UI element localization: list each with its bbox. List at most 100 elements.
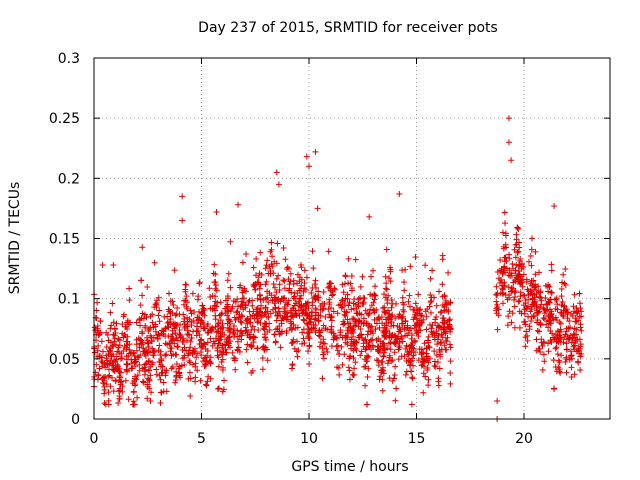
data-point [132, 363, 139, 370]
data-point [384, 300, 391, 307]
data-point [146, 377, 153, 384]
data-point [312, 148, 319, 155]
data-point [242, 302, 249, 309]
data-point [276, 286, 283, 293]
data-point [301, 317, 308, 324]
data-point [341, 351, 348, 358]
data-point [330, 291, 337, 298]
data-point [144, 283, 151, 290]
data-point [383, 286, 390, 293]
data-point [540, 351, 547, 358]
data-point [211, 261, 218, 268]
data-point [146, 367, 153, 374]
data-point [214, 345, 221, 352]
data-point [505, 313, 512, 320]
data-point [431, 358, 438, 365]
data-point [372, 326, 379, 333]
data-point [148, 389, 155, 396]
data-point [111, 332, 118, 339]
data-point [553, 317, 560, 324]
data-point [415, 291, 422, 298]
data-point [560, 339, 567, 346]
data-point [151, 259, 158, 266]
data-point [573, 305, 580, 312]
data-point [194, 296, 201, 303]
data-point [427, 275, 434, 282]
data-point [110, 342, 117, 349]
data-point [351, 365, 358, 372]
data-point [558, 352, 565, 359]
data-point [386, 354, 393, 361]
data-point [436, 365, 443, 372]
data-point [194, 367, 201, 374]
data-point [134, 372, 141, 379]
data-point [180, 311, 187, 318]
data-point [140, 315, 147, 322]
data-point [237, 303, 244, 310]
data-point [541, 310, 548, 317]
data-point [518, 260, 525, 267]
data-point [264, 294, 271, 301]
data-point [395, 346, 402, 353]
data-point [314, 205, 321, 212]
data-point [304, 330, 311, 337]
data-point [501, 209, 508, 216]
data-point [172, 329, 179, 336]
data-point [281, 285, 288, 292]
data-point [99, 363, 106, 370]
y-tick-label: 0.1 [58, 292, 80, 308]
data-point [418, 312, 425, 319]
y-tick-label: 0 [71, 412, 80, 428]
data-point [389, 300, 396, 307]
data-point [355, 302, 362, 309]
data-point [148, 361, 155, 368]
data-point [179, 347, 186, 354]
data-point [196, 332, 203, 339]
data-point [126, 346, 133, 353]
data-point [420, 389, 427, 396]
data-point [288, 365, 295, 372]
data-point [438, 308, 445, 315]
data-point [249, 343, 256, 350]
data-point [118, 355, 125, 362]
data-point [108, 322, 115, 329]
data-point [539, 366, 546, 373]
data-point [349, 285, 356, 292]
data-point [174, 343, 181, 350]
data-point [185, 331, 192, 338]
data-point [445, 269, 452, 276]
data-point [262, 295, 269, 302]
data-point [162, 372, 169, 379]
data-point [167, 321, 174, 328]
data-point [435, 378, 442, 385]
data-points [91, 115, 585, 422]
data-point [339, 281, 346, 288]
data-point [110, 361, 117, 368]
data-point [537, 348, 544, 355]
data-point [362, 363, 369, 370]
data-point [310, 265, 317, 272]
data-point [301, 340, 308, 347]
data-point [294, 353, 301, 360]
data-point [342, 339, 349, 346]
data-point [430, 294, 437, 301]
data-point [576, 290, 583, 297]
data-point [194, 350, 201, 357]
data-point [139, 378, 146, 385]
data-point [269, 253, 276, 260]
data-point [512, 241, 519, 248]
data-point [438, 331, 445, 338]
data-point [281, 295, 288, 302]
data-point [184, 323, 191, 330]
data-point [433, 330, 440, 337]
data-point [204, 352, 211, 359]
data-point [271, 331, 278, 338]
data-point [267, 270, 274, 277]
data-point [132, 381, 139, 388]
data-point [343, 333, 350, 340]
data-point [161, 367, 168, 374]
data-point [415, 357, 422, 364]
data-point [531, 291, 538, 298]
data-point [103, 355, 110, 362]
data-point [275, 181, 282, 188]
